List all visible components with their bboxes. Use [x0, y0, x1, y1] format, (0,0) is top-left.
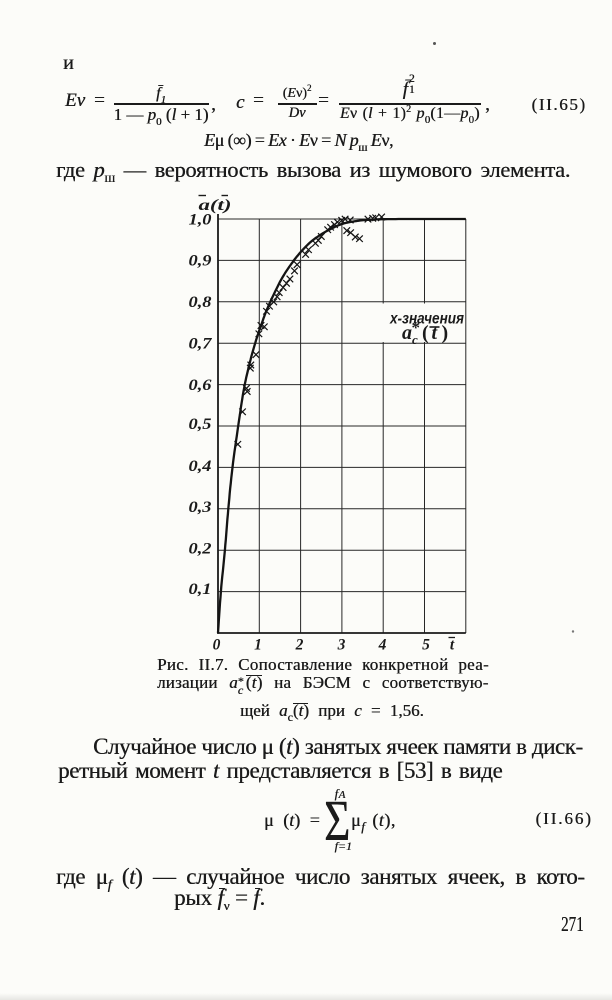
svg-text:0,1: 0,1 [189, 581, 212, 598]
svg-text:3: 3 [337, 637, 346, 654]
svg-text:5: 5 [422, 637, 430, 654]
svg-text:a: a [402, 322, 412, 344]
svg-text:0,4: 0,4 [189, 458, 212, 475]
svg-text:0,6: 0,6 [189, 377, 212, 394]
svg-text:0: 0 [213, 637, 221, 654]
svg-text:4: 4 [378, 637, 387, 654]
svg-text:0,7: 0,7 [189, 336, 213, 353]
svg-text:(: ( [422, 322, 429, 344]
svg-text:1,0: 1,0 [189, 212, 212, 229]
svg-text:): ) [442, 322, 449, 344]
svg-text:0,5: 0,5 [189, 416, 212, 433]
svg-text:2: 2 [295, 637, 304, 654]
svg-text:1: 1 [254, 637, 262, 654]
svg-text:t: t [450, 637, 455, 654]
svg-text:t: t [432, 322, 439, 344]
svg-text:*: * [412, 318, 421, 337]
svg-text:a(t): a(t) [199, 197, 232, 214]
svg-text:x-значения: x-значения [389, 311, 464, 328]
svg-text:c: c [412, 332, 418, 347]
svg-text:0,9: 0,9 [189, 253, 212, 270]
svg-text:0,2: 0,2 [189, 541, 212, 558]
svg-text:0,8: 0,8 [189, 294, 212, 311]
svg-text:0,3: 0,3 [189, 499, 212, 516]
